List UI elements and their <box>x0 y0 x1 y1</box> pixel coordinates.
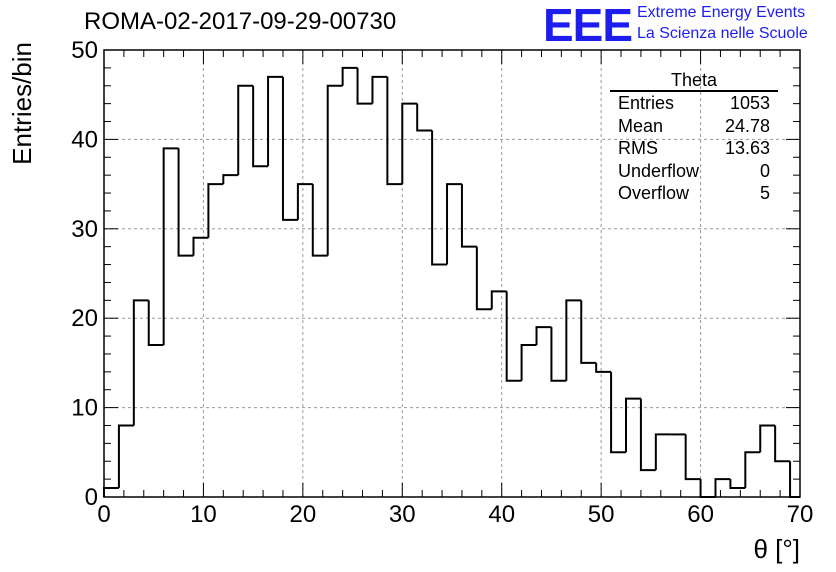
histogram-bin <box>431 130 448 266</box>
y-tick-label: 10 <box>71 395 98 422</box>
x-tick-label: 70 <box>787 501 814 528</box>
histogram-bin <box>103 487 119 497</box>
histogram-bin <box>759 424 776 453</box>
stats-row-rms: RMS 13.63 <box>610 137 778 160</box>
stats-value: 5 <box>759 183 770 203</box>
histogram-bin <box>684 434 701 481</box>
histogram-bin <box>565 299 582 381</box>
histogram-bin <box>177 148 194 257</box>
x-tick-label: 60 <box>687 501 714 528</box>
stats-box: Theta Entries 1053 Mean 24.78 RMS 13.63 … <box>610 70 778 205</box>
histogram-bin <box>237 84 254 176</box>
y-tick-label: 20 <box>71 305 98 332</box>
stats-row-entries: Entries 1053 <box>610 92 778 115</box>
stats-row-overflow: Overflow 5 <box>610 182 778 205</box>
histogram-bin <box>222 174 239 185</box>
histogram-bin <box>281 76 298 221</box>
histogram-bin <box>610 371 626 454</box>
plot-frame <box>103 49 801 498</box>
histogram-bin <box>490 290 507 310</box>
histogram-bin <box>729 479 746 490</box>
histogram-bin <box>654 433 671 471</box>
x-axis-label: θ [°] <box>753 534 800 564</box>
stats-row-mean: Mean 24.78 <box>610 115 778 138</box>
histogram-bin <box>252 85 269 168</box>
histogram-bin <box>580 300 597 364</box>
x-tick-label: 0 <box>97 501 110 528</box>
histogram-bin <box>207 183 224 238</box>
histogram-bin <box>117 424 134 489</box>
histogram-bin <box>520 344 537 381</box>
histogram-bin <box>714 478 731 497</box>
stats-value: 0 <box>759 160 770 181</box>
y-axis-label: Entries/bin <box>7 42 37 165</box>
histogram-bin <box>356 67 373 105</box>
histogram-bin <box>296 183 313 220</box>
histogram-bin <box>625 397 641 453</box>
y-tick-label: 30 <box>71 216 98 243</box>
stats-label: Underflow <box>618 160 700 181</box>
histogram-bin <box>774 425 791 463</box>
x-tick-label: 20 <box>290 501 317 528</box>
stats-label: RMS <box>618 138 658 158</box>
stats-value: 1053 <box>729 93 770 113</box>
chart-title: ROMA-02-2017-09-29-00730 <box>84 8 397 35</box>
logo-caption-line2: La Scienza nelle Scuole <box>637 25 808 42</box>
stats-row-underflow: Underflow 0 <box>610 160 778 183</box>
logo-caption-line1: Extreme Energy Events <box>637 4 806 21</box>
stats-value: 13.63 <box>724 138 770 158</box>
histogram-bin <box>371 75 388 104</box>
x-tick-label: 50 <box>588 501 615 528</box>
histogram-bin <box>550 327 567 382</box>
histogram-bin <box>639 398 656 472</box>
x-tick-label: 10 <box>190 501 217 528</box>
histogram-bin <box>446 183 462 265</box>
histogram-bin <box>744 451 761 489</box>
histogram-bin <box>699 479 716 498</box>
eee-logo: EEE <box>543 0 633 51</box>
x-tick-label: 40 <box>488 501 515 528</box>
histogram-bin <box>535 326 552 346</box>
histogram-bin <box>192 236 209 256</box>
y-tick-label: 0 <box>85 484 98 511</box>
histogram-bin <box>341 66 358 86</box>
histogram-bin <box>595 362 612 373</box>
histogram-bin <box>267 75 283 167</box>
stats-value: 24.78 <box>724 115 770 136</box>
histogram-bin <box>326 84 343 256</box>
histogram-bin <box>505 291 522 382</box>
histogram-bin <box>132 299 149 426</box>
histogram-bin <box>311 184 328 257</box>
stats-label: Mean <box>618 115 664 136</box>
stats-box-title: Theta <box>610 70 778 92</box>
y-tick-label: 40 <box>71 126 98 153</box>
x-tick-label: 30 <box>389 501 416 528</box>
stats-label: Entries <box>618 93 675 113</box>
y-tick-label: 50 <box>71 37 98 64</box>
histogram-bin <box>460 184 477 248</box>
histogram-bin <box>162 147 179 346</box>
histogram-bin <box>401 102 418 185</box>
stats-label: Overflow <box>618 183 690 203</box>
histogram-bin <box>386 76 403 186</box>
histogram-bin <box>147 300 164 347</box>
histogram-bin <box>475 246 492 311</box>
histogram-bin <box>416 103 433 132</box>
